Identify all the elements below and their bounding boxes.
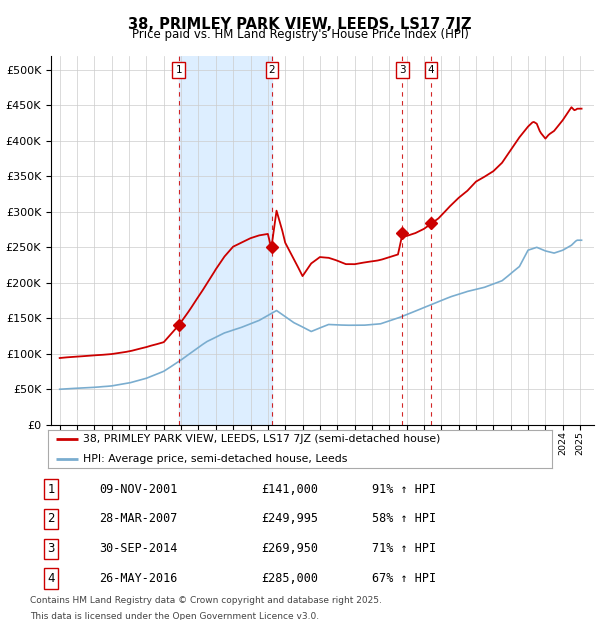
Text: Contains HM Land Registry data © Crown copyright and database right 2025.: Contains HM Land Registry data © Crown c…: [30, 596, 382, 606]
Text: 28-MAR-2007: 28-MAR-2007: [99, 513, 178, 525]
Text: HPI: Average price, semi-detached house, Leeds: HPI: Average price, semi-detached house,…: [83, 454, 347, 464]
Text: 38, PRIMLEY PARK VIEW, LEEDS, LS17 7JZ (semi-detached house): 38, PRIMLEY PARK VIEW, LEEDS, LS17 7JZ (…: [83, 433, 440, 443]
Text: £249,995: £249,995: [261, 513, 318, 525]
Text: £285,000: £285,000: [261, 572, 318, 585]
Text: 2: 2: [269, 65, 275, 75]
Bar: [179, 56, 272, 425]
Text: 3: 3: [399, 65, 406, 75]
Text: 4: 4: [428, 65, 434, 75]
Text: 30-SEP-2014: 30-SEP-2014: [99, 542, 178, 555]
Text: £141,000: £141,000: [261, 483, 318, 495]
Text: 71% ↑ HPI: 71% ↑ HPI: [372, 542, 436, 555]
Text: 3: 3: [47, 542, 55, 555]
Text: 1: 1: [47, 483, 55, 495]
Text: 4: 4: [47, 572, 55, 585]
Text: 91% ↑ HPI: 91% ↑ HPI: [372, 483, 436, 495]
Text: 2: 2: [47, 513, 55, 525]
Text: This data is licensed under the Open Government Licence v3.0.: This data is licensed under the Open Gov…: [30, 612, 319, 620]
Text: 58% ↑ HPI: 58% ↑ HPI: [372, 513, 436, 525]
Text: 09-NOV-2001: 09-NOV-2001: [99, 483, 178, 495]
Text: 1: 1: [175, 65, 182, 75]
Text: 26-MAY-2016: 26-MAY-2016: [99, 572, 178, 585]
Text: 67% ↑ HPI: 67% ↑ HPI: [372, 572, 436, 585]
Text: 38, PRIMLEY PARK VIEW, LEEDS, LS17 7JZ: 38, PRIMLEY PARK VIEW, LEEDS, LS17 7JZ: [128, 17, 472, 32]
Text: Price paid vs. HM Land Registry's House Price Index (HPI): Price paid vs. HM Land Registry's House …: [131, 28, 469, 41]
Text: £269,950: £269,950: [261, 542, 318, 555]
